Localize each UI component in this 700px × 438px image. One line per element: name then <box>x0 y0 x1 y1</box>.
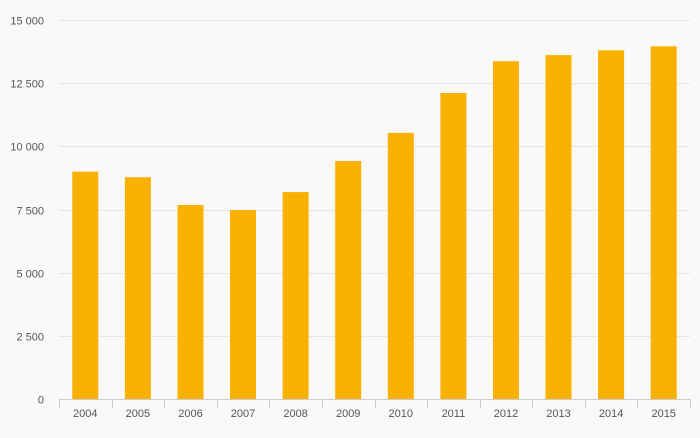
bar-2009[interactable] <box>335 161 362 399</box>
bar-2012[interactable] <box>493 61 519 399</box>
gridlines <box>59 20 690 337</box>
x-tick-label: 2007 <box>231 408 255 420</box>
bar-2006[interactable] <box>177 205 204 399</box>
y-tick-label: 2 500 <box>16 332 44 344</box>
bar-2011[interactable] <box>440 93 467 399</box>
y-tick-label: 0 <box>38 395 44 407</box>
y-tick-label: 5 000 <box>16 269 44 281</box>
y-tick-label: 10 000 <box>10 142 44 154</box>
x-tick-label: 2011 <box>442 408 466 420</box>
x-tick-label: 2008 <box>283 408 307 420</box>
x-tick-label: 2009 <box>336 408 360 420</box>
bar-2010[interactable] <box>387 132 414 399</box>
bar-2008[interactable] <box>282 192 309 399</box>
x-tick-label: 2006 <box>178 408 202 420</box>
bar-2005[interactable] <box>124 177 151 399</box>
x-tick-label: 2015 <box>651 408 675 420</box>
bar-2004[interactable] <box>72 171 99 399</box>
bar-2013[interactable] <box>545 55 572 399</box>
x-tick-label: 2010 <box>389 408 413 420</box>
x-axis-tick-labels: 2004 2005 2006 2007 2008 2009 2010 2011 2012 2013… <box>73 408 676 420</box>
bar-2014[interactable] <box>598 50 625 400</box>
x-tick-label: 2004 <box>73 408 97 420</box>
y-tick-label: 12 500 <box>10 79 44 91</box>
x-tick-label: 2014 <box>599 408 623 420</box>
y-axis-tick-labels: 0 2 500 5 000 7 500 10 000 12 500 15 000 <box>10 16 44 407</box>
y-tick-label: 7 500 <box>16 206 44 218</box>
y-tick-label: 15 000 <box>10 16 44 28</box>
x-tick-label: 2013 <box>546 408 570 420</box>
x-tick-label: 2005 <box>126 408 150 420</box>
bar-2015[interactable] <box>650 46 677 400</box>
bars <box>72 46 677 400</box>
bar-2007[interactable] <box>230 210 256 399</box>
x-axis <box>59 399 691 408</box>
x-tick-label: 2012 <box>494 408 518 420</box>
